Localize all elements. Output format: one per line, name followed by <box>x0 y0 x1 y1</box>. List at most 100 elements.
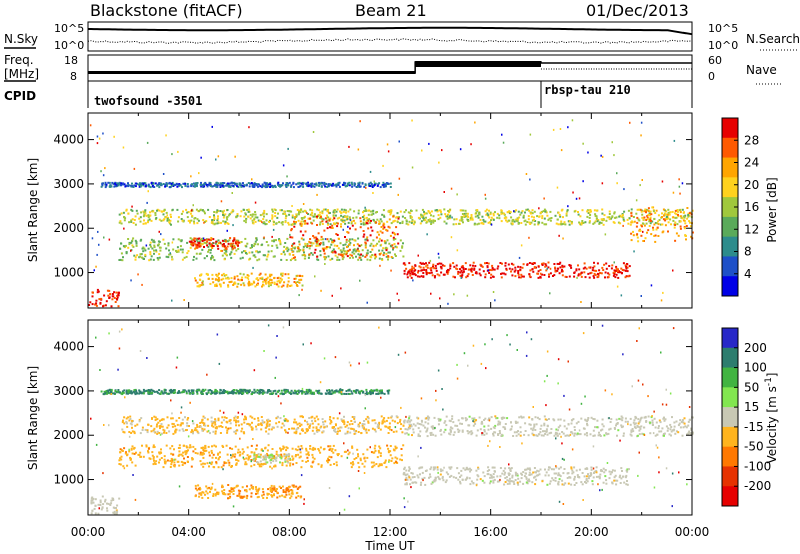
scatter-point <box>528 480 531 483</box>
scatter-point <box>511 476 514 479</box>
scatter-point <box>120 212 123 215</box>
scatter-point <box>457 272 460 275</box>
scatter-point <box>397 217 400 220</box>
scatter-point <box>588 276 591 279</box>
scatter-point <box>130 279 132 282</box>
scatter-point <box>198 210 201 213</box>
scatter-point <box>625 267 628 270</box>
scatter-point <box>554 479 557 482</box>
scatter-point <box>613 271 616 274</box>
scatter-point <box>264 254 267 257</box>
scatter-point <box>457 270 460 273</box>
scatter-point <box>200 242 203 245</box>
scatter-point <box>227 493 230 496</box>
scatter-point <box>687 431 690 434</box>
scatter-point <box>223 240 226 243</box>
scatter-point <box>172 453 175 456</box>
scatter-point <box>285 456 288 459</box>
scatter-point <box>497 434 500 436</box>
scatter-point <box>318 449 321 452</box>
scatter-point <box>616 182 618 185</box>
scatter-point <box>526 479 529 482</box>
scatter-point <box>337 182 340 185</box>
scatter-point <box>273 221 275 223</box>
scatter-point <box>402 473 405 476</box>
scatter-point <box>256 492 259 495</box>
scatter-point <box>162 219 165 222</box>
scatter-point <box>600 272 603 275</box>
scatter-point <box>190 243 193 246</box>
scatter-point <box>251 178 253 181</box>
scatter-point <box>565 212 568 215</box>
scatter-point <box>347 225 349 228</box>
scatter-point <box>280 453 283 456</box>
scatter-point <box>152 182 155 185</box>
scatter-point <box>117 305 120 308</box>
scatter-point <box>568 220 571 223</box>
nave-tick-top: 60 <box>708 54 722 67</box>
scatter-point <box>212 245 215 247</box>
scatter-point <box>307 256 310 259</box>
scatter-point <box>466 476 469 479</box>
scatter-point <box>98 243 100 246</box>
scatter-point <box>683 417 686 420</box>
scatter-point <box>524 223 527 226</box>
scatter-point <box>427 210 430 212</box>
scatter-point <box>221 485 224 488</box>
scatter-point <box>440 470 443 473</box>
scatter-point <box>497 265 500 268</box>
scatter-point <box>321 212 324 215</box>
scatter-point <box>500 276 503 279</box>
scatter-point <box>476 429 479 432</box>
scatter-point <box>449 428 452 431</box>
scatter-point <box>329 246 331 249</box>
scatter-point <box>645 222 648 225</box>
scatter-point <box>523 220 526 223</box>
colorbar-segment <box>722 137 738 159</box>
scatter-point <box>314 236 317 239</box>
scatter-point <box>295 284 298 286</box>
scatter-point <box>170 223 172 226</box>
scatter-point <box>395 216 398 219</box>
scatter-point <box>474 419 477 422</box>
scatter-point <box>581 472 584 474</box>
scatter-point <box>498 217 501 220</box>
scatter-point <box>282 491 285 493</box>
scatter-point <box>660 223 663 226</box>
scatter-point <box>441 264 444 267</box>
scatter-point <box>432 263 435 266</box>
scatter-point <box>443 431 446 434</box>
scatter-point <box>247 182 250 184</box>
colorbar-segment <box>722 157 738 178</box>
scatter-point <box>488 209 490 212</box>
scatter-point <box>157 258 160 261</box>
scatter-point <box>169 466 172 468</box>
scatter-point <box>481 479 484 482</box>
scatter-point <box>519 480 522 483</box>
scatter-point <box>290 184 293 187</box>
scatter-point <box>96 291 99 294</box>
scatter-point <box>237 451 239 454</box>
scatter-point <box>380 464 383 467</box>
scatter-point <box>524 468 527 471</box>
scatter-point <box>222 243 225 245</box>
scatter-point <box>287 455 290 458</box>
scatter-point <box>428 261 431 264</box>
scatter-point <box>268 425 271 427</box>
nsearch-label: N.Search <box>746 32 800 46</box>
scatter-point <box>573 475 576 478</box>
scatter-point <box>627 222 630 225</box>
scatter-point <box>184 453 187 456</box>
scatter-point <box>108 238 111 241</box>
scatter-point <box>555 466 558 469</box>
scatter-point <box>340 211 343 214</box>
scatter-point <box>311 453 314 456</box>
scatter-point <box>379 447 382 450</box>
scatter-point <box>391 419 394 422</box>
scatter-point <box>611 215 614 218</box>
scatter-point <box>151 185 154 187</box>
scatter-point <box>269 456 272 459</box>
scatter-point <box>220 249 222 252</box>
scatter-point <box>156 257 159 259</box>
scatter-point <box>237 459 240 462</box>
